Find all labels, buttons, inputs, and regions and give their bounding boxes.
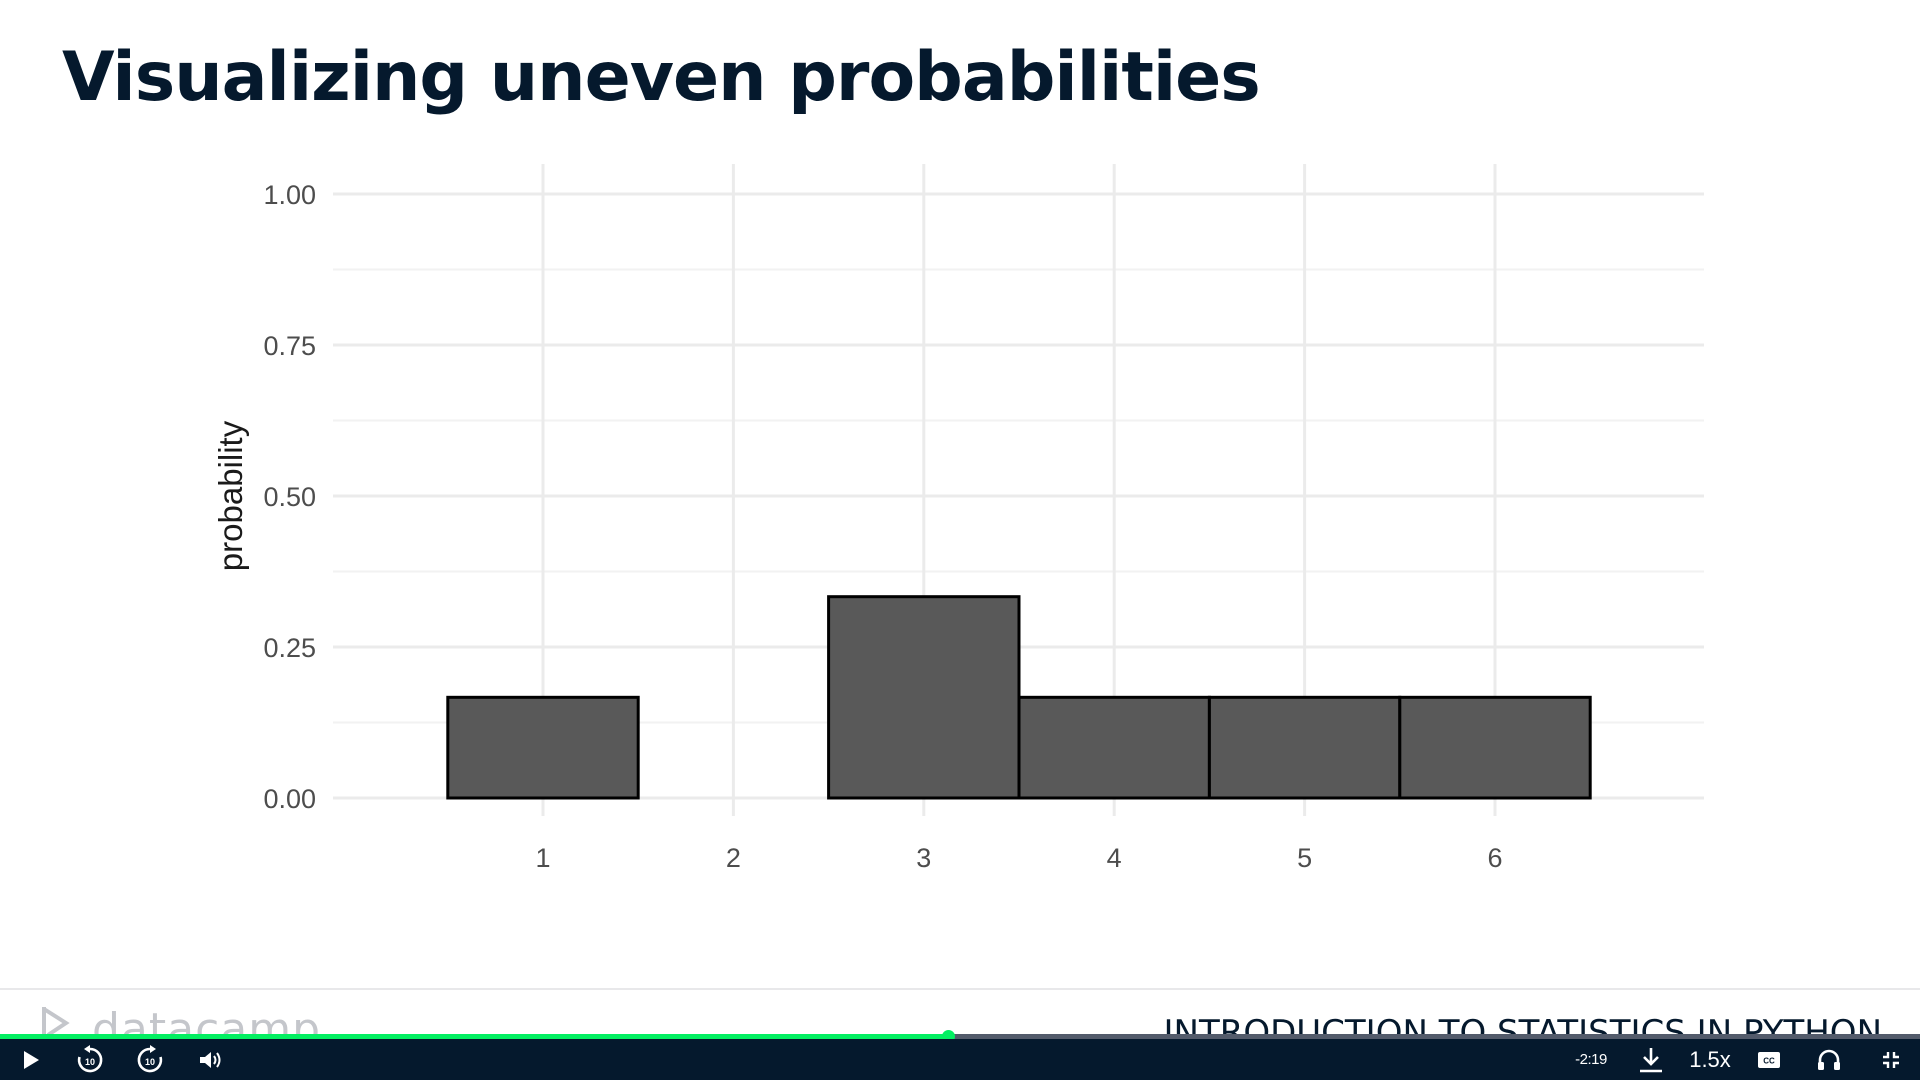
y-tick-label: 1.00 [263, 180, 316, 210]
rewind-10-button[interactable]: 10 [72, 1039, 108, 1080]
volume-button[interactable] [196, 1039, 226, 1080]
audio-button[interactable] [1815, 1039, 1843, 1080]
exit-fullscreen-icon [1883, 1051, 1899, 1068]
bar-4 [1017, 695, 1211, 800]
play-button[interactable] [14, 1039, 48, 1080]
y-tick-label: 0.00 [263, 784, 316, 814]
y-axis-label: probability [212, 420, 249, 571]
x-tick-label: 5 [1297, 843, 1312, 873]
y-tick-label: 0.75 [263, 331, 316, 361]
datacamp-logo: datacamp [40, 1004, 340, 1038]
headphones-icon [1818, 1049, 1840, 1070]
course-name-wrap: INTRODUCTION TO STATISTICS IN PYTHON [982, 1008, 1882, 1038]
x-tick-label: 4 [1107, 843, 1122, 873]
footer-divider [0, 988, 1920, 990]
bar-6 [1398, 695, 1592, 800]
progress-fill [0, 1034, 949, 1039]
svg-text:CC: CC [1763, 1056, 1775, 1065]
x-tick-labels: 1 2 3 4 5 6 [535, 843, 1502, 873]
slide: Visualizing uneven probabilities 0.00 0.2… [0, 38, 1920, 1038]
y-tick-label: 0.25 [263, 633, 316, 663]
download-icon [1640, 1047, 1662, 1072]
captions-button[interactable]: CC [1756, 1039, 1782, 1080]
playback-speed-text: 1.5x [1689, 1046, 1731, 1072]
x-tick-label: 1 [535, 843, 550, 873]
svg-text:10: 10 [85, 1057, 95, 1067]
time-remaining: -2:19 [1566, 1039, 1616, 1080]
chart-gridlines [333, 164, 1704, 816]
exit-fullscreen-button[interactable] [1878, 1039, 1904, 1080]
svg-text:10: 10 [145, 1057, 155, 1067]
chart-bars [446, 595, 1592, 800]
course-name: INTRODUCTION TO STATISTICS IN PYTHON [1163, 1013, 1882, 1038]
time-remaining-text: -2:19 [1575, 1051, 1607, 1068]
video-player-controls: 10 10 -2:19 1.5x CC [0, 1039, 1920, 1080]
volume-icon [200, 1051, 221, 1068]
y-tick-labels: 0.00 0.25 0.50 0.75 1.00 [263, 180, 316, 814]
bar-5 [1207, 695, 1402, 800]
forward-10-button[interactable]: 10 [132, 1039, 168, 1080]
probability-bar-chart: 0.00 0.25 0.50 0.75 1.00 1 2 3 4 5 6 probability [212, 164, 1704, 873]
forward-10-icon: 10 [137, 1044, 163, 1072]
datacamp-logo-icon [42, 1007, 70, 1038]
play-icon [24, 1050, 39, 1069]
bar-3 [827, 595, 1021, 800]
captions-icon: CC [1758, 1051, 1780, 1068]
logo-text: datacamp [92, 1004, 322, 1038]
rewind-10-icon: 10 [77, 1044, 103, 1072]
y-tick-label: 0.50 [263, 482, 316, 512]
x-tick-label: 6 [1487, 843, 1502, 873]
download-button[interactable] [1636, 1039, 1666, 1080]
x-tick-label: 3 [916, 843, 931, 873]
bar-1 [446, 695, 640, 800]
x-tick-label: 2 [726, 843, 741, 873]
playback-speed-button[interactable]: 1.5x [1684, 1039, 1736, 1080]
page-title: Visualizing uneven probabilities [62, 38, 1261, 117]
